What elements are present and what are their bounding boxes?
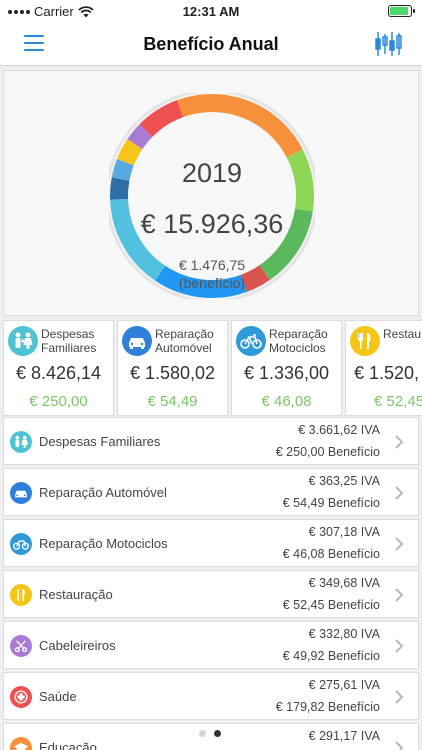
donut-segment-4: [155, 265, 247, 298]
health-cross-icon: [10, 686, 32, 708]
chevron-right-icon: [395, 588, 404, 602]
card-reparacao-automovel[interactable]: Reparação Automóvel € 1.580,02 € 54,49: [117, 320, 228, 416]
page-dot-active[interactable]: [214, 730, 221, 737]
donut-segment-6: [110, 177, 130, 200]
battery-icon: [388, 5, 415, 17]
list-item-saude[interactable]: Saúde € 275,61 IVA € 179,82 Benefício: [3, 672, 419, 720]
navigation-bar: Benefício Anual: [0, 22, 422, 66]
card-benefit: € 54,49: [147, 393, 198, 410]
list-item-iva: € 363,25 IVA: [308, 474, 380, 488]
list-item-benefit: € 54,49 Benefício: [282, 496, 380, 510]
card-name: Reparação Automóvel: [155, 327, 214, 355]
summary-benefit: € 1.476,75: [178, 257, 246, 273]
status-bar: Carrier 12:31 AM: [0, 0, 422, 22]
card-name: Despesas Familiares: [41, 327, 97, 355]
card-amount: € 8.426,14: [15, 363, 102, 383]
list-item-benefit: € 52,45 Benefício: [282, 598, 380, 612]
list-item-benefit: € 250,00 Benefício: [275, 445, 380, 459]
donut-segment-9: [127, 124, 153, 150]
summary-year: 2019: [181, 158, 243, 188]
chevron-right-icon: [395, 537, 404, 551]
card-amount: € 1.336,00: [243, 363, 330, 383]
cutlery-icon: [350, 326, 380, 356]
list-item-label: Reparação Automóvel: [39, 485, 167, 500]
list-item-benefit: € 49,92 Benefício: [282, 649, 380, 663]
category-cards-scroller[interactable]: Despesas Familiares € 8.426,14 € 250,00 R…: [3, 320, 422, 416]
donut-segment-7: [111, 158, 134, 181]
donut-segment-8: [116, 139, 143, 166]
list-item-iva: € 291,17 IVA: [308, 729, 380, 743]
card-name: Restau: [383, 327, 422, 341]
donut-segment-0: [177, 94, 303, 158]
list-item-iva: € 332,80 IVA: [308, 627, 380, 641]
list-item-despesas-familiares[interactable]: Despesas Familiares € 3.661,62 IVA € 250…: [3, 417, 419, 465]
scissors-icon: [10, 635, 32, 657]
donut-chart: 2019 € 15.926,36 € 1.476,75 (benefício): [109, 93, 315, 299]
graduation-cap-icon: [10, 737, 32, 750]
family-icon: [10, 431, 32, 453]
list-item-iva: € 349,68 IVA: [308, 576, 380, 590]
donut-segment-3: [240, 265, 270, 292]
list-item-benefit: € 46,08 Benefício: [282, 547, 380, 561]
cutlery-icon: [10, 584, 32, 606]
card-benefit: € 250,00: [29, 393, 88, 410]
list-item-label: Despesas Familiares: [39, 434, 161, 449]
carrier-name: Carrier: [34, 4, 74, 19]
bicycle-icon: [236, 326, 266, 356]
candlestick-chart-icon[interactable]: [374, 29, 404, 59]
donut-chart-svg: [109, 93, 315, 299]
bicycle-icon: [10, 533, 32, 555]
car-icon: [122, 326, 152, 356]
summary-total: € 15.926,36: [140, 209, 284, 239]
card-amount: € 1.580,02: [129, 363, 216, 383]
card-name: Reparação Motociclos: [269, 327, 328, 355]
family-icon: [8, 326, 38, 356]
clock: 12:31 AM: [182, 4, 240, 19]
card-amount: € 1.520,: [354, 363, 420, 383]
card-reparacao-motociclos[interactable]: Reparação Motociclos € 1.336,00 € 46,08: [231, 320, 342, 416]
list-item-label: Educação: [39, 740, 97, 750]
list-item-restauracao[interactable]: Restauração € 349,68 IVA € 52,45 Benefíc…: [3, 570, 419, 618]
list-item-label: Saúde: [39, 689, 77, 704]
annual-summary-card: 2019 € 15.926,36 € 1.476,75 (benefício): [3, 70, 419, 316]
car-icon: [10, 482, 32, 504]
list-item-reparacao-motociclos[interactable]: Reparação Motociclos € 307,18 IVA € 46,0…: [3, 519, 419, 567]
list-item-label: Cabeleireiros: [39, 638, 116, 653]
donut-segment-1: [286, 149, 314, 212]
carrier-info: Carrier: [8, 4, 94, 19]
hamburger-menu-icon[interactable]: [24, 35, 44, 53]
list-item-reparacao-automovel[interactable]: Reparação Automóvel € 363,25 IVA € 54,49…: [3, 468, 419, 516]
card-restauracao[interactable]: Restau € 1.520, € 52,45: [345, 320, 422, 416]
donut-segment-10: [139, 100, 184, 138]
list-item-iva: € 275,61 IVA: [308, 678, 380, 692]
donut-segment-2: [259, 208, 313, 281]
page-dot[interactable]: [199, 730, 206, 737]
chevron-right-icon: [395, 741, 404, 750]
chevron-right-icon: [395, 435, 404, 449]
list-item-iva: € 3.661,62 IVA: [298, 423, 380, 437]
summary-benefit-label: (benefício): [178, 275, 246, 291]
chevron-right-icon: [395, 639, 404, 653]
wifi-icon: [78, 5, 94, 17]
chevron-right-icon: [395, 690, 404, 704]
page-title: Benefício Anual: [143, 34, 279, 54]
list-item-benefit: € 179,82 Benefício: [275, 700, 380, 714]
list-item-label: Restauração: [39, 587, 113, 602]
donut-segment-5: [110, 198, 166, 281]
chevron-right-icon: [395, 486, 404, 500]
list-item-label: Reparação Motociclos: [39, 536, 168, 551]
list-item-iva: € 307,18 IVA: [308, 525, 380, 539]
signal-icon: [8, 9, 30, 14]
card-benefit: € 46,08: [261, 393, 312, 410]
list-item-cabeleireiros[interactable]: Cabeleireiros € 332,80 IVA € 49,92 Benef…: [3, 621, 419, 669]
card-benefit: € 52,45: [374, 393, 422, 410]
card-despesas-familiares[interactable]: Despesas Familiares € 8.426,14 € 250,00: [3, 320, 114, 416]
page-indicator[interactable]: [199, 730, 221, 737]
